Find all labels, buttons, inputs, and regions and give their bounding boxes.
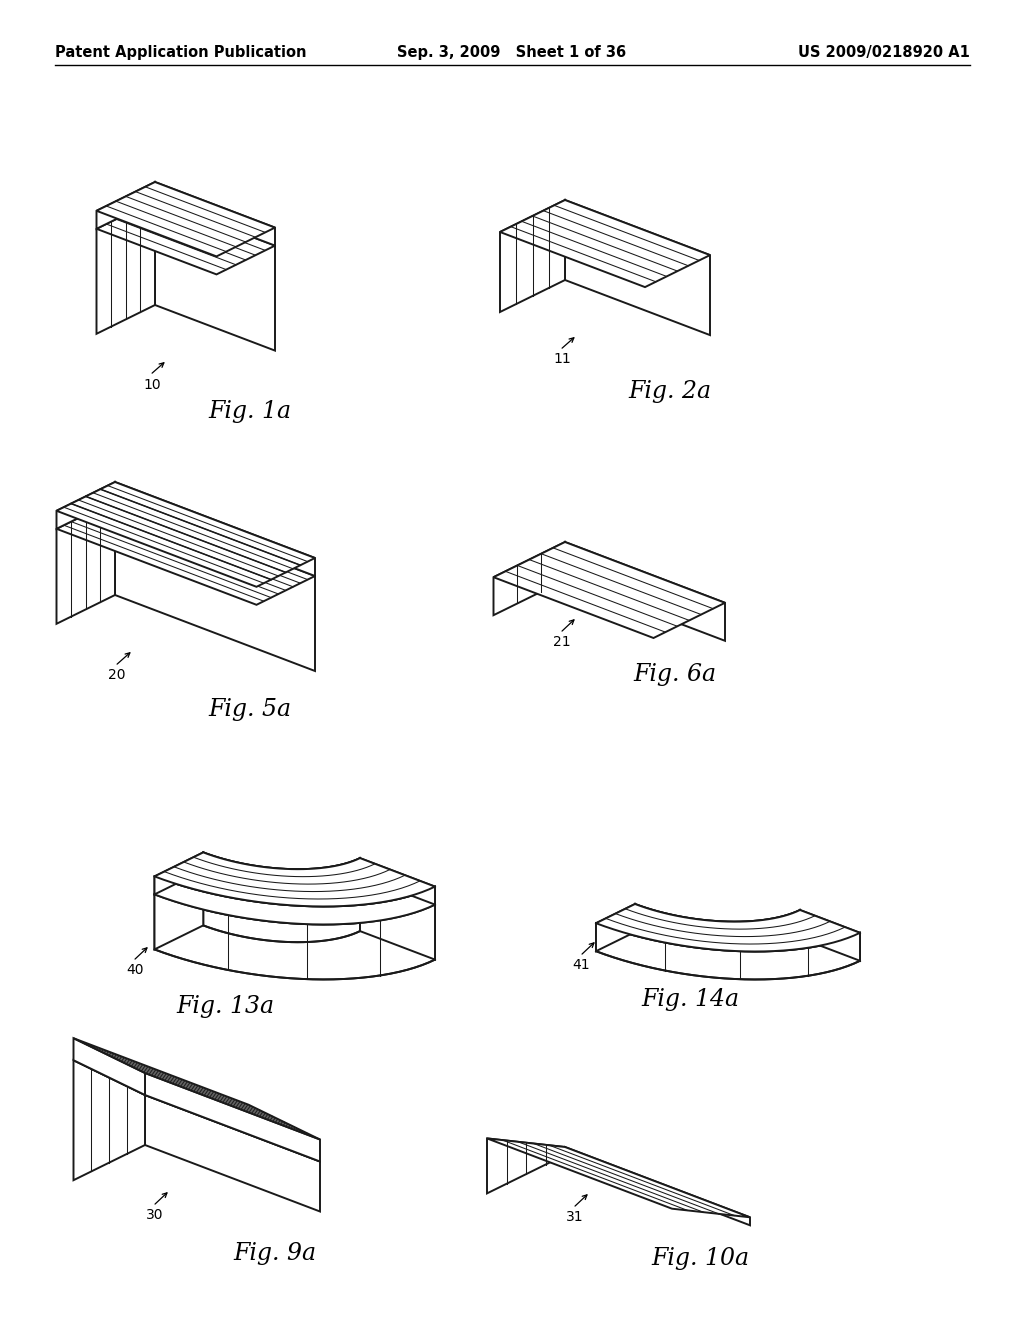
Polygon shape: [565, 543, 725, 640]
Polygon shape: [360, 876, 435, 960]
Text: Sep. 3, 2009   Sheet 1 of 36: Sep. 3, 2009 Sheet 1 of 36: [397, 45, 627, 59]
Polygon shape: [155, 853, 203, 895]
Polygon shape: [56, 500, 315, 605]
Polygon shape: [500, 201, 565, 312]
Polygon shape: [145, 1073, 319, 1162]
Polygon shape: [56, 500, 115, 624]
Polygon shape: [115, 482, 315, 576]
Polygon shape: [74, 1060, 319, 1162]
Polygon shape: [565, 201, 710, 335]
Polygon shape: [800, 909, 860, 961]
Text: 21: 21: [553, 635, 570, 649]
Polygon shape: [74, 1039, 319, 1139]
Text: Fig. 14a: Fig. 14a: [641, 987, 739, 1011]
Polygon shape: [596, 904, 860, 952]
Polygon shape: [96, 201, 275, 275]
Polygon shape: [487, 1138, 565, 1193]
Polygon shape: [155, 182, 275, 246]
Polygon shape: [203, 853, 360, 887]
Polygon shape: [74, 1039, 145, 1096]
Text: 30: 30: [146, 1208, 164, 1222]
Polygon shape: [155, 870, 435, 924]
Polygon shape: [115, 500, 315, 671]
Polygon shape: [145, 1096, 319, 1212]
Text: Fig. 9a: Fig. 9a: [233, 1242, 316, 1265]
Text: 20: 20: [108, 668, 126, 682]
Polygon shape: [494, 543, 565, 615]
Polygon shape: [596, 923, 860, 979]
Text: 11: 11: [553, 352, 570, 366]
Polygon shape: [360, 858, 435, 904]
Text: 10: 10: [143, 378, 161, 392]
Polygon shape: [155, 201, 275, 351]
Polygon shape: [487, 1138, 750, 1217]
Polygon shape: [96, 182, 275, 256]
Polygon shape: [565, 1147, 750, 1225]
Text: Fig. 1a: Fig. 1a: [209, 400, 292, 422]
Polygon shape: [635, 904, 800, 949]
Text: 41: 41: [572, 958, 590, 972]
Text: Fig. 6a: Fig. 6a: [634, 663, 717, 686]
Polygon shape: [203, 870, 360, 942]
Text: Fig. 13a: Fig. 13a: [176, 995, 274, 1018]
Polygon shape: [596, 904, 635, 952]
Text: Fig. 10a: Fig. 10a: [651, 1247, 750, 1270]
Polygon shape: [155, 876, 435, 924]
Polygon shape: [96, 182, 155, 228]
Text: Patent Application Publication: Patent Application Publication: [55, 45, 306, 59]
Polygon shape: [74, 1060, 145, 1180]
Polygon shape: [155, 895, 435, 979]
Text: Fig. 2a: Fig. 2a: [629, 380, 712, 403]
Polygon shape: [155, 870, 203, 949]
Polygon shape: [155, 853, 435, 907]
Text: 40: 40: [126, 964, 143, 977]
Polygon shape: [500, 201, 710, 286]
Polygon shape: [56, 482, 315, 587]
Polygon shape: [56, 482, 115, 529]
Text: 31: 31: [566, 1210, 584, 1224]
Polygon shape: [96, 201, 155, 334]
Polygon shape: [494, 543, 725, 638]
Text: US 2009/0218920 A1: US 2009/0218920 A1: [798, 45, 970, 59]
Text: Fig. 5a: Fig. 5a: [209, 698, 292, 721]
